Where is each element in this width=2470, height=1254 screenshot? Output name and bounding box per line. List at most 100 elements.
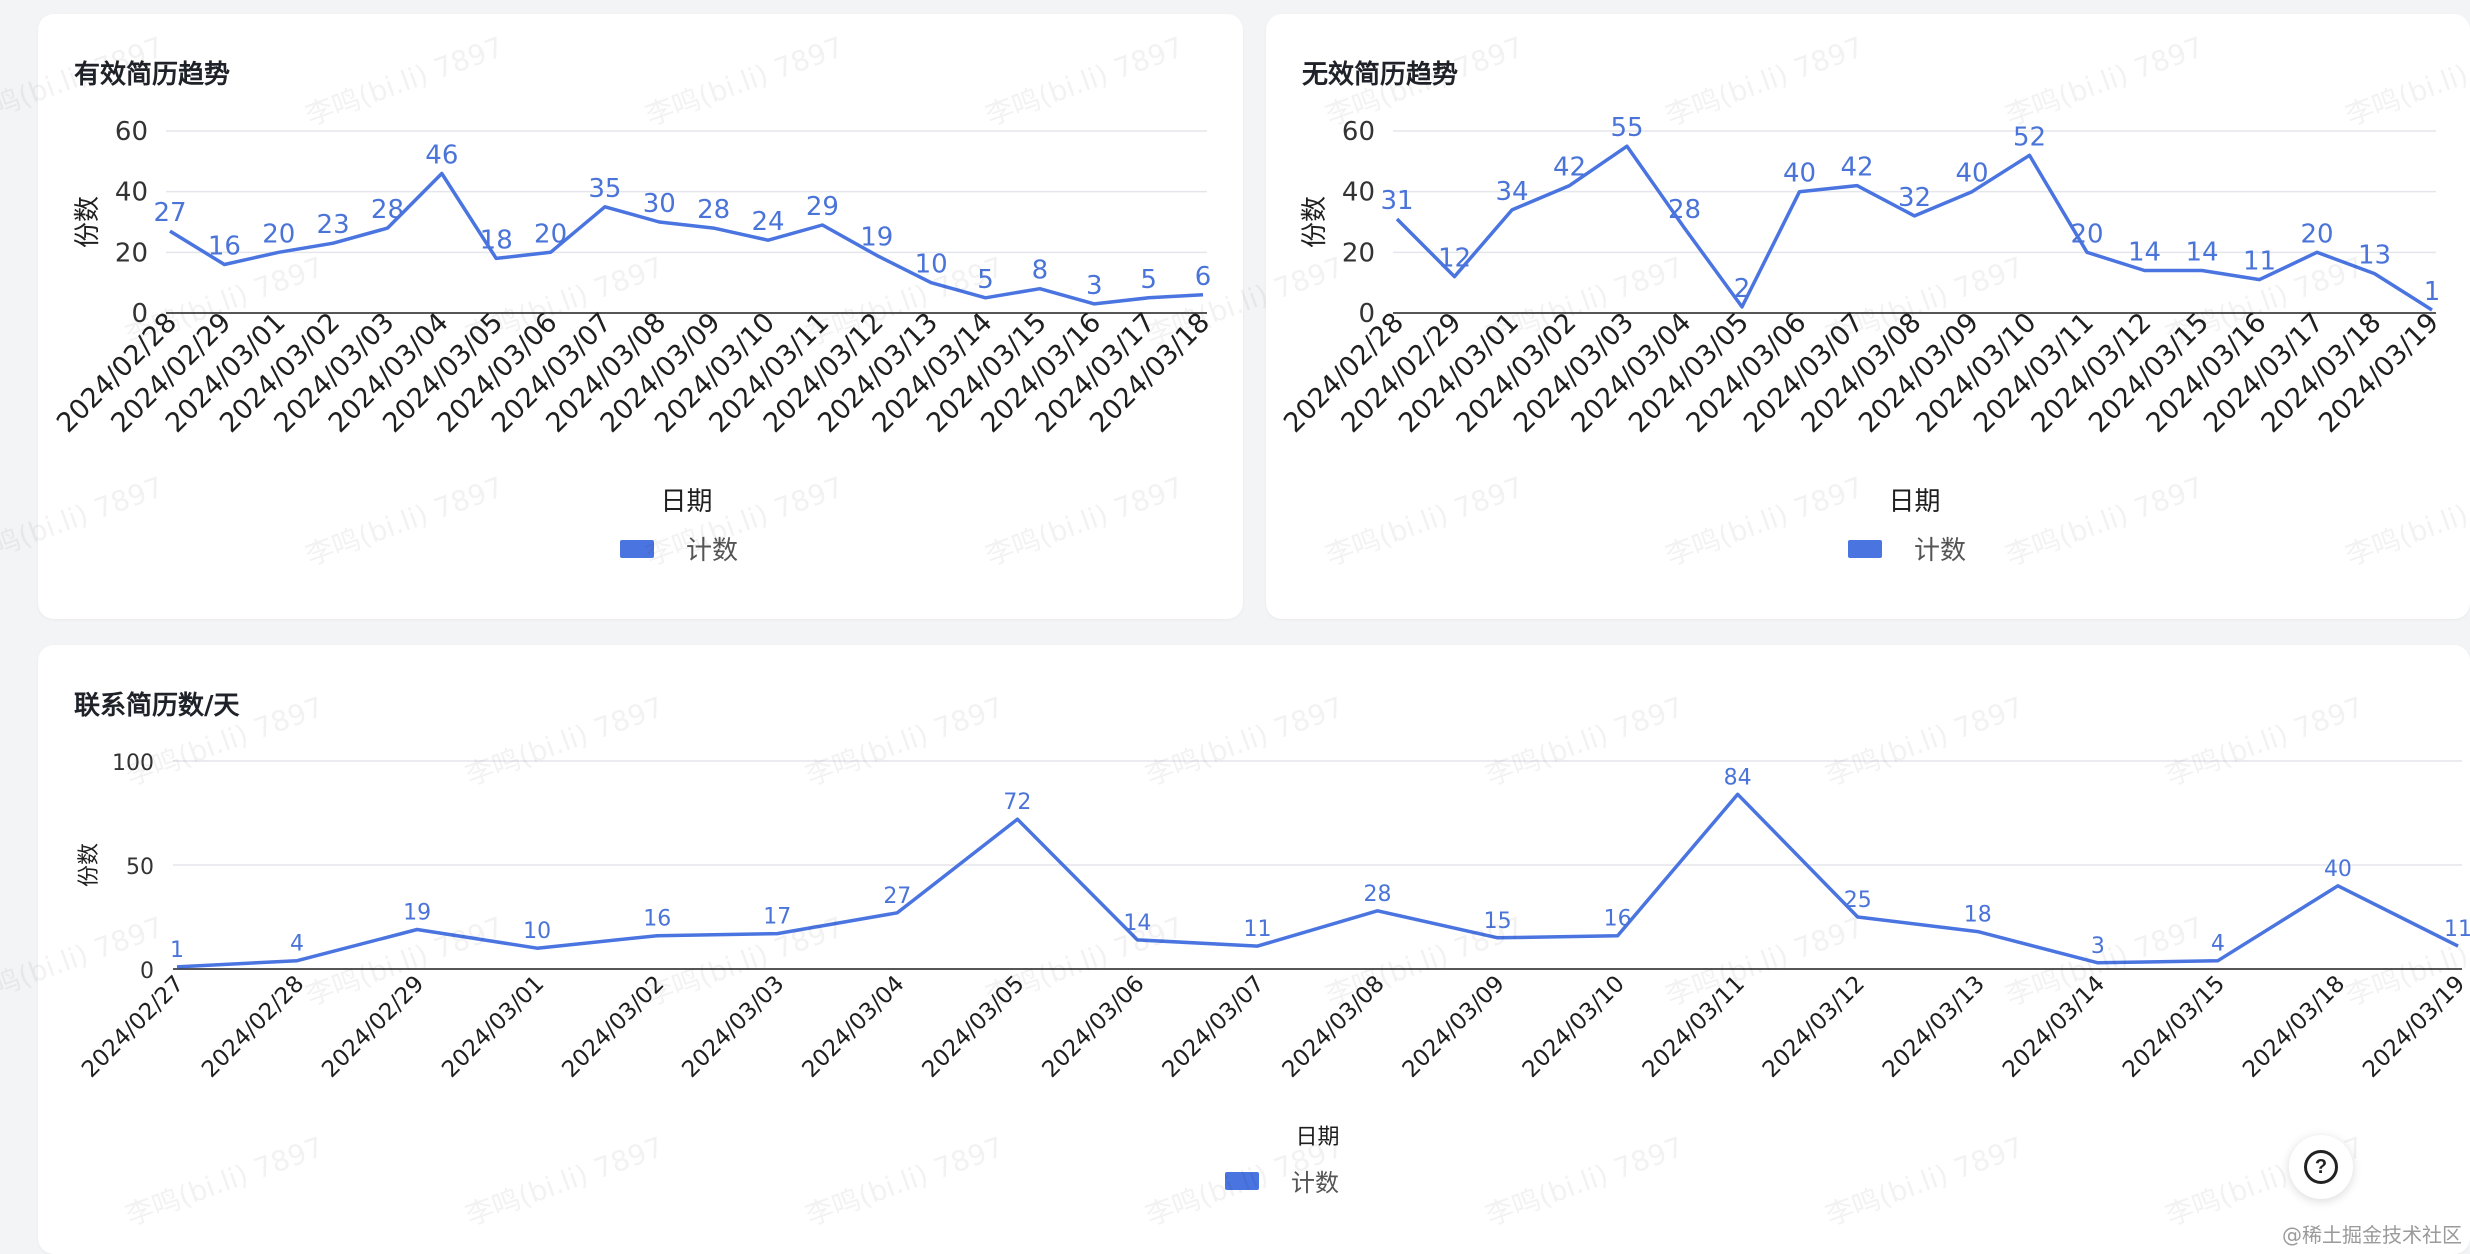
- y-axis-title: 份数: [73, 196, 103, 248]
- data-label: 30: [643, 189, 676, 219]
- data-label: 14: [1123, 911, 1151, 936]
- help-button[interactable]: ?: [2289, 1135, 2353, 1199]
- data-label: 31: [1380, 186, 1413, 216]
- invalid-resume-trend-card: 无效简历趋势 0 20 40 60 份数 31 12 34 42 55 28 2 40 42 32 40 52 2…: [1266, 14, 2470, 619]
- legend-swatch: [1848, 540, 1882, 558]
- data-label: 3: [2091, 934, 2105, 959]
- data-label: 28: [1668, 195, 1701, 225]
- data-label: 24: [752, 207, 785, 237]
- data-label: 10: [523, 919, 551, 944]
- contacted-resume-per-day-card: 联系简历数/天 0 50 100 份数 1 4 19 10 16 17 27 72 14 11 28 15 16…: [38, 645, 2470, 1254]
- x-tick-label: 2024/03/15: [2118, 971, 2230, 1083]
- data-label: 19: [860, 222, 893, 252]
- x-tick-label: 2024/02/28: [197, 971, 309, 1083]
- data-label: 72: [1003, 790, 1031, 815]
- data-label: 29: [806, 192, 839, 222]
- data-label: 16: [208, 231, 241, 261]
- data-label: 14: [2185, 238, 2218, 268]
- data-label: 46: [425, 140, 458, 170]
- data-label: 11: [2444, 917, 2470, 942]
- x-tick-label: 2024/03/11: [1638, 971, 1750, 1083]
- data-label: 4: [2211, 932, 2225, 957]
- data-label: 34: [1495, 177, 1528, 207]
- x-tick-label: 2024/03/03: [677, 971, 789, 1083]
- data-label: 5: [1140, 265, 1157, 295]
- y-tick-label: 20: [115, 238, 148, 268]
- data-label: 1: [2424, 277, 2441, 307]
- data-label: 12: [1438, 244, 1471, 274]
- x-tick-label: 2024/03/02: [557, 971, 669, 1083]
- data-label: 2: [1734, 274, 1751, 304]
- data-label: 40: [2324, 857, 2352, 882]
- y-tick-label: 60: [1342, 117, 1375, 147]
- data-label: 15: [1484, 909, 1512, 934]
- data-label: 1: [170, 938, 184, 963]
- x-tick-label: 2024/03/06: [1038, 971, 1150, 1083]
- data-label: 20: [2300, 219, 2333, 249]
- data-label: 13: [2358, 241, 2391, 271]
- help-icon: ?: [2304, 1150, 2338, 1184]
- data-label: 55: [1610, 113, 1643, 143]
- legend-swatch: [620, 540, 654, 558]
- legend-label: 计数: [1914, 536, 1966, 566]
- y-tick-label: 40: [1342, 178, 1375, 208]
- chart-title: 联系简历数/天: [74, 691, 240, 721]
- y-axis-title: 份数: [77, 843, 102, 887]
- x-axis-title: 日期: [1888, 487, 1940, 517]
- x-tick-label: 2024/03/18: [2238, 971, 2350, 1083]
- series-line: [169, 171, 1204, 306]
- data-label: 5: [977, 265, 994, 295]
- data-label: 23: [317, 210, 350, 240]
- y-tick-label: 40: [115, 178, 148, 208]
- chart-title: 有效简历趋势: [74, 60, 231, 90]
- legend-label: 计数: [686, 536, 738, 566]
- data-label: 18: [480, 225, 513, 255]
- y-axis-title: 份数: [1300, 196, 1330, 248]
- y-tick-label: 60: [115, 117, 148, 147]
- data-label: 11: [2243, 247, 2276, 277]
- legend-swatch: [1225, 1172, 1259, 1190]
- data-label: 20: [534, 219, 567, 249]
- valid-resume-trend-card: 有效简历趋势 0 20 40 60 份数 27 16 20 23 28 46 18 20 35 30 28 24…: [38, 14, 1243, 619]
- y-tick-label: 20: [1342, 238, 1375, 268]
- y-tick-label: 0: [1358, 299, 1375, 329]
- x-tick-label: 2024/03/09: [1398, 971, 1510, 1083]
- data-label: 3: [1086, 271, 1103, 301]
- data-label: 42: [1553, 153, 1586, 183]
- data-label: 14: [2128, 238, 2161, 268]
- data-label: 84: [1724, 765, 1752, 790]
- x-tick-label: 2024/03/19: [2358, 971, 2470, 1083]
- x-tick-label: 2024/03/01: [437, 971, 549, 1083]
- chart-title: 无效简历趋势: [1302, 60, 1459, 90]
- data-label: 20: [2070, 219, 2103, 249]
- data-label: 32: [1898, 183, 1931, 213]
- data-label: 4: [290, 932, 304, 957]
- data-label: 10: [915, 250, 948, 280]
- x-tick-label: 2024/03/10: [1518, 971, 1630, 1083]
- data-label: 18: [1964, 903, 1992, 928]
- x-tick-label: 2024/03/14: [1998, 971, 2110, 1083]
- data-label: 40: [1783, 159, 1816, 189]
- data-label: 16: [643, 907, 671, 932]
- x-tick-label: 2024/03/04: [797, 971, 909, 1083]
- data-label: 35: [588, 174, 621, 204]
- data-label: 27: [153, 198, 186, 228]
- x-tick-label: 2024/02/27: [77, 971, 189, 1083]
- data-label: 40: [1955, 159, 1988, 189]
- data-label: 52: [2013, 122, 2046, 152]
- data-label: 17: [763, 905, 791, 930]
- data-label: 16: [1604, 907, 1632, 932]
- x-tick-label: 2024/03/12: [1758, 971, 1870, 1083]
- data-label: 42: [1840, 153, 1873, 183]
- site-credit: @稀土掘金技术社区: [2282, 1223, 2462, 1247]
- y-tick-label: 0: [140, 959, 154, 984]
- legend-label: 计数: [1291, 1169, 1339, 1197]
- x-axis-title: 日期: [660, 487, 712, 517]
- y-tick-label: 50: [126, 855, 154, 880]
- data-label: 27: [883, 884, 911, 909]
- data-label: 6: [1195, 262, 1212, 292]
- data-label: 20: [262, 219, 295, 249]
